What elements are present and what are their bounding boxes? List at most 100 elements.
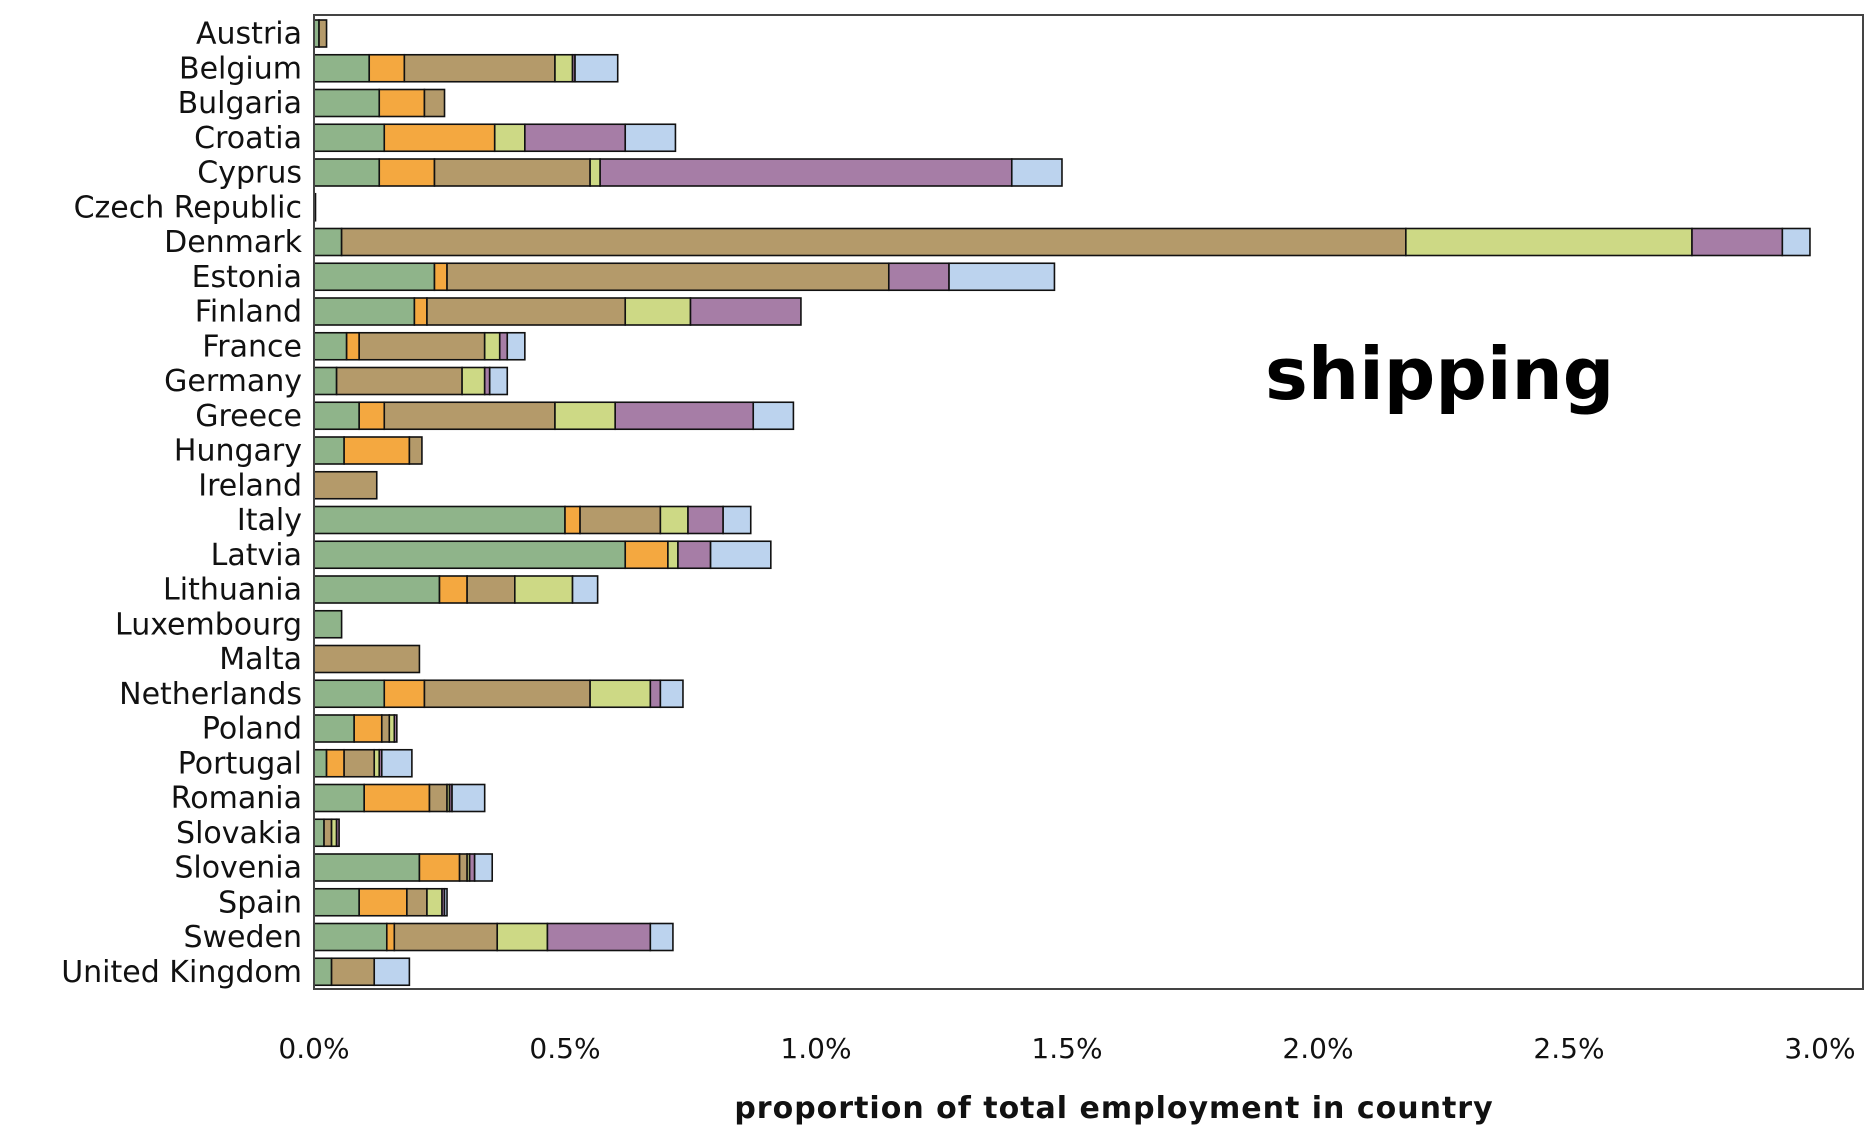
bar-segment [659,679,684,709]
bar-segment [408,436,423,465]
bar-segment [506,331,526,361]
category-label: Estonia [192,260,302,295]
bar-segment [571,575,599,604]
category-label: Finland [195,295,302,330]
category-label: United Kingdom [61,955,302,990]
category-label: Hungary [174,434,302,469]
bar-segment [599,158,1013,187]
bar-segment [438,575,468,604]
bar-segment [687,505,724,535]
x-tick-label: 2.0% [1282,1032,1353,1065]
bar-segment [313,297,416,326]
bar-segment [313,887,360,917]
bar-segment [393,922,499,952]
category-label: Greece [195,399,302,434]
bar-segment [383,123,496,153]
x-tick-label: 3.0% [1784,1032,1855,1065]
x-tick-label: 1.5% [1031,1032,1102,1065]
bar-segment [659,505,689,535]
bar-segment [722,505,752,535]
bar-segment [313,818,325,848]
bar-segment [380,748,413,778]
bar-segment [649,679,662,709]
bar-segment [689,297,802,326]
bar-segment [313,575,441,604]
bar-segment [473,853,494,882]
bar-segment [335,366,463,396]
bar-segment [323,818,333,848]
bar-segment [353,714,383,743]
bar-segment [423,679,591,709]
bar-segment [493,123,526,153]
category-label: Cyprus [197,156,302,191]
bar-segment [546,922,652,952]
bar-segment [363,783,431,813]
bar-segment [624,297,692,326]
bar-segment [496,922,549,952]
bar-segment [423,88,446,118]
x-tick-label: 2.5% [1533,1032,1604,1065]
category-label: Austria [196,17,302,52]
category-labels: AustriaBelgiumBulgariaCroatiaCyprusCzech… [61,17,302,990]
bar-segment [373,957,411,987]
bar-segment [358,331,486,361]
bar-segment [358,887,408,917]
bar-segment [403,53,556,83]
bar-segment [343,436,411,465]
bar-segment [313,540,627,570]
bar-segment [340,227,1407,257]
bar-segment [574,53,619,83]
bar-segment [313,644,421,674]
bar-segment [458,853,468,882]
bar-segment [1405,227,1693,257]
category-label: Romania [171,781,302,816]
bar-segment [313,470,378,500]
x-axis-ticks: 0.0% 0.5% 1.0% 1.5% 2.0% 2.5% 3.0% [278,1032,1855,1065]
x-tick-label: 1.0% [780,1032,851,1065]
bar-segment [554,401,617,431]
bar-segment [624,540,669,570]
bar-segment [325,748,345,778]
category-label: Slovenia [174,851,302,886]
bar-segment [393,714,398,743]
plot-frame [313,14,1864,990]
bar-segment [466,575,516,604]
bar-segment [428,783,448,813]
category-label: Malta [219,642,302,677]
bar-segment [513,575,574,604]
category-label: Portugal [178,746,302,781]
bar-segment [554,53,574,83]
bar-segment [313,401,360,431]
bar-segment [418,853,461,882]
bar-segment [433,158,591,187]
bar-segment [383,679,426,709]
bar-segment [579,505,662,535]
bar-segment [589,158,601,187]
bar-segment [380,714,391,743]
bar-segment [709,540,772,570]
bar-segment [524,123,627,153]
x-tick-label: 0.5% [529,1032,600,1065]
bar-segment [406,887,428,917]
bar-segment [313,679,386,709]
bar-segment [589,679,652,709]
bar-segment [313,957,333,987]
bar-segment [313,853,421,882]
bar-segment [426,297,627,326]
bar-segment [383,401,556,431]
category-label: Bulgaria [178,86,302,121]
bar-segment [313,748,328,778]
category-label: Lithuania [163,573,302,608]
bar-segment [313,331,348,361]
category-label: Slovakia [176,816,302,851]
bar-segment [443,887,448,917]
bar-segment [649,922,674,952]
bar-segment [667,540,679,570]
category-label: Spain [218,885,302,920]
category-label: Germany [164,364,302,399]
category-label: Belgium [179,51,302,86]
category-label: Sweden [183,920,302,955]
bar-segment [378,88,426,118]
bar-segment [313,922,388,952]
bar-segment [368,53,406,83]
